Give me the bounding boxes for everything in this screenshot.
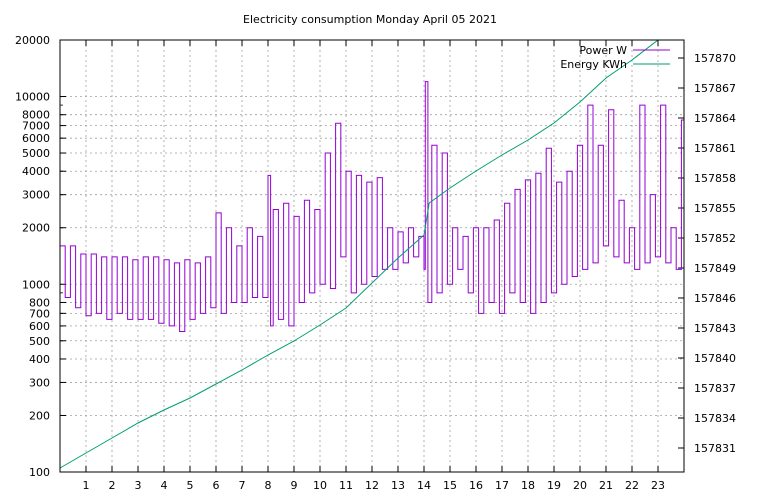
legend-label: Energy KWh <box>560 58 627 71</box>
y-left-tick-label: 600 <box>29 320 50 333</box>
x-tick-label: 9 <box>291 479 298 492</box>
x-tick-label: 12 <box>365 479 379 492</box>
x-tick-label: 16 <box>469 479 483 492</box>
y-left-tick-label: 6000 <box>22 132 50 145</box>
y-right-tick-label: 157843 <box>694 322 736 335</box>
y-right-tick-label: 157852 <box>694 232 736 245</box>
y-right-tick-label: 157837 <box>694 382 736 395</box>
y-left-tick-label: 700 <box>29 307 50 320</box>
y-left-tick-label: 10000 <box>15 91 50 104</box>
y-left-tick-label: 100 <box>29 466 50 479</box>
y-right-tick-label: 157831 <box>694 442 736 455</box>
x-tick-label: 7 <box>239 479 246 492</box>
x-tick-label: 8 <box>265 479 272 492</box>
x-tick-label: 3 <box>135 479 142 492</box>
x-tick-label: 4 <box>161 479 168 492</box>
y-left-tick-label: 7000 <box>22 120 50 133</box>
x-tick-label: 23 <box>651 479 665 492</box>
y-right-tick-label: 157870 <box>694 52 736 65</box>
y-right-tick-label: 157864 <box>694 112 736 125</box>
y-left-tick-label: 4000 <box>22 165 50 178</box>
y-left-tick-label: 5000 <box>22 147 50 160</box>
x-tick-label: 18 <box>521 479 535 492</box>
y-left-tick-label: 1000 <box>22 278 50 291</box>
y-right-tick-label: 157861 <box>694 142 736 155</box>
y-left-tick-label: 20000 <box>15 34 50 47</box>
x-tick-label: 15 <box>443 479 457 492</box>
y-right-tick-label: 157867 <box>694 82 736 95</box>
x-tick-label: 19 <box>547 479 561 492</box>
y-right-tick-label: 157840 <box>694 352 736 365</box>
x-tick-label: 1 <box>83 479 90 492</box>
series-line-energy-kwh <box>59 39 684 469</box>
y-right-tick-label: 157855 <box>694 202 736 215</box>
y-left-tick-label: 800 <box>29 296 50 309</box>
plot-frame <box>59 39 685 473</box>
y-left-tick-label: 2000 <box>22 222 50 235</box>
x-tick-label: 14 <box>417 479 431 492</box>
y-left-tick-label: 8000 <box>22 109 50 122</box>
x-tick-label: 11 <box>339 479 353 492</box>
x-tick-label: 22 <box>625 479 639 492</box>
y-left-tick-label: 3000 <box>22 189 50 202</box>
x-tick-label: 10 <box>313 479 327 492</box>
y-left-tick-label: 500 <box>29 335 50 348</box>
x-tick-label: 5 <box>187 479 194 492</box>
x-tick-label: 17 <box>495 479 509 492</box>
y-left-tick-label: 200 <box>29 409 50 422</box>
legend-label: Power W <box>579 44 627 57</box>
y-left-tick-label: 300 <box>29 376 50 389</box>
y-right-tick-label: 157834 <box>694 412 736 425</box>
x-tick-label: 6 <box>213 479 220 492</box>
y-right-tick-label: 157849 <box>694 262 736 275</box>
y-left-tick-label: 400 <box>29 353 50 366</box>
series-line-power-w <box>60 81 684 333</box>
x-tick-label: 2 <box>109 479 116 492</box>
y-right-tick-label: 157858 <box>694 172 736 185</box>
x-tick-label: 13 <box>391 479 405 492</box>
chart-title: Electricity consumption Monday April 05 … <box>243 13 497 26</box>
series-layer <box>59 39 684 469</box>
x-tick-label: 21 <box>599 479 613 492</box>
y-right-tick-label: 157846 <box>694 292 736 305</box>
x-tick-label: 20 <box>573 479 587 492</box>
